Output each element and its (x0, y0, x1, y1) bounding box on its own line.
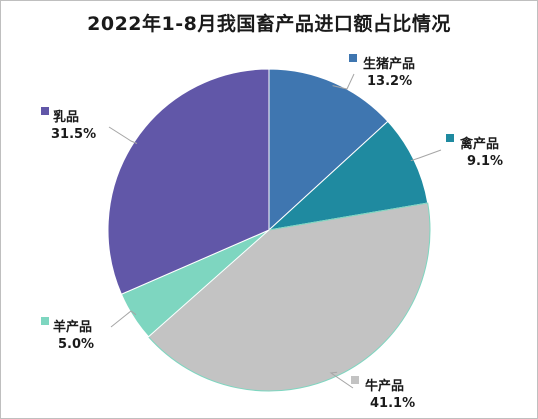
leader-line-1 (410, 149, 442, 162)
slice-label-name-3: 羊产品 (53, 319, 92, 335)
label-key-4 (41, 107, 49, 115)
label-key-3 (41, 317, 49, 325)
pie-slice-0 (268, 68, 389, 232)
leader-line-2 (329, 371, 354, 389)
slice-label-name-0: 生猪产品 (363, 56, 415, 72)
slice-label-name-2: 牛产品 (365, 378, 404, 394)
label-key-0 (349, 54, 357, 62)
slice-label-name-4: 乳品 (53, 109, 79, 125)
slice-label-value-1: 9.1% (467, 154, 503, 169)
slice-label-name-1: 禽产品 (459, 136, 499, 152)
leader-lines (108, 73, 442, 389)
slice-label-value-3: 5.0% (58, 337, 94, 352)
leader-line-4 (108, 126, 138, 144)
data-labels: 生猪产品 13.2% 禽产品 9.1% 牛产品 41.1% 羊产品 5.0% 乳品 31.5% (41, 54, 503, 411)
chart-title: 2022年1-8月我国畜产品进口额占比情况 (87, 13, 451, 35)
leader-line-0 (332, 73, 355, 90)
leader-line-3 (110, 310, 137, 328)
label-key-2 (351, 376, 359, 384)
pie-slice-4 (107, 68, 270, 295)
label-key-1 (446, 134, 454, 142)
slice-label-value-0: 13.2% (367, 74, 412, 89)
slice-label-value-4: 31.5% (51, 127, 96, 142)
pie-slices (107, 68, 431, 392)
slice-label-value-2: 41.1% (370, 396, 415, 411)
pie-slice-2 (147, 202, 431, 392)
